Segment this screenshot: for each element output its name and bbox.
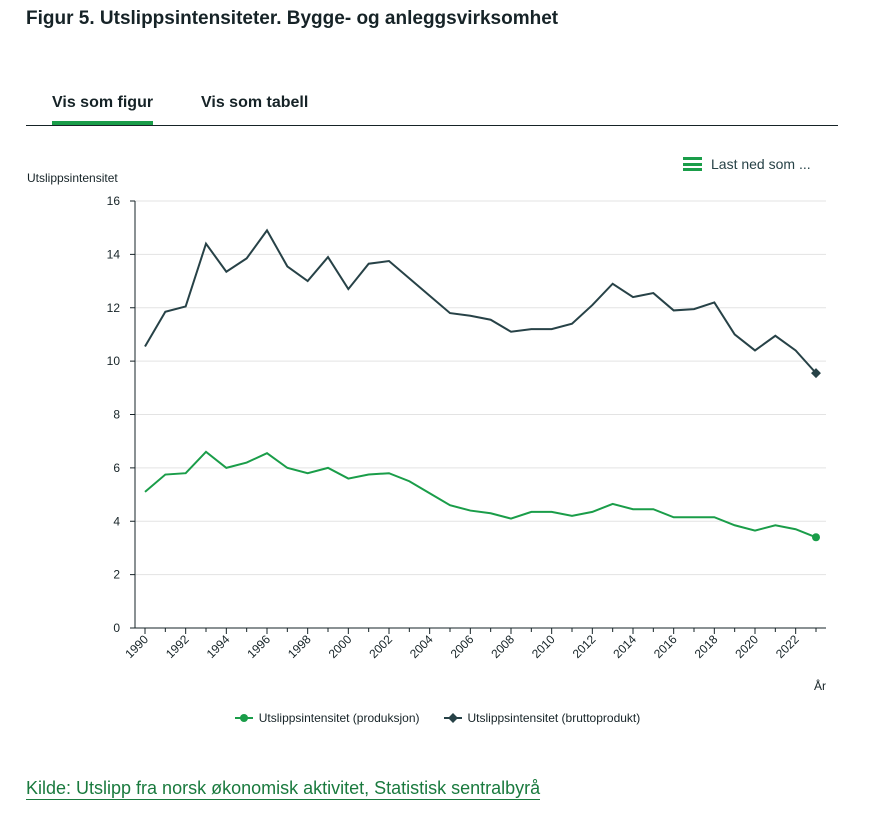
end-marker bbox=[811, 368, 821, 379]
x-tick-label: 2010 bbox=[529, 632, 558, 661]
download-button[interactable]: Last ned som ... bbox=[683, 156, 811, 172]
x-tick-label: 1990 bbox=[122, 632, 151, 661]
x-tick-label: 2022 bbox=[773, 632, 802, 661]
view-tabs: Vis som figur Vis som tabell bbox=[26, 92, 838, 126]
line-chart: 0 2 4 6 8 10 12 14 16 1990 1992 1994 1996 1998 2000 200… bbox=[107, 194, 826, 693]
y-tick-label: 4 bbox=[113, 514, 120, 528]
x-tick-label: 1992 bbox=[163, 632, 192, 661]
legend-label: Utslippsintensitet (produksjon) bbox=[258, 711, 420, 725]
x-tick-label: 1994 bbox=[204, 632, 233, 661]
source-link[interactable]: Kilde: Utslipp fra norsk økonomisk aktiv… bbox=[26, 778, 541, 800]
x-tick-label: 2004 bbox=[407, 632, 436, 661]
y-tick-label: 6 bbox=[113, 461, 120, 475]
x-tick-label: 1996 bbox=[244, 632, 273, 661]
y-tick-label: 14 bbox=[107, 247, 121, 261]
legend-label: Utslippsintensitet (bruttoprodukt) bbox=[467, 711, 641, 725]
series-line bbox=[144, 450, 817, 539]
y-tick-label: 12 bbox=[107, 301, 121, 315]
y-tick-label: 2 bbox=[113, 568, 120, 582]
x-tick-label: 2018 bbox=[692, 632, 721, 661]
active-tab-indicator bbox=[52, 121, 154, 125]
end-marker bbox=[812, 533, 820, 542]
x-tick-label: 2000 bbox=[326, 632, 355, 661]
y-tick-label: 16 bbox=[107, 194, 121, 208]
x-tick-label: 2014 bbox=[610, 632, 639, 661]
x-tick-label: 2008 bbox=[488, 632, 517, 661]
figure-title: Figur 5. Utslippsintensiteter. Bygge- og… bbox=[26, 8, 559, 29]
tab-table[interactable]: Vis som tabell bbox=[201, 94, 309, 111]
x-axis-label: År bbox=[814, 678, 826, 693]
legend-symbol-icon bbox=[443, 713, 462, 723]
y-tick-label: 8 bbox=[113, 408, 120, 422]
legend: Utslippsintensitet (produksjon) Utslippsi… bbox=[0, 711, 875, 725]
y-axis-label: Utslippsintensitet bbox=[27, 171, 118, 185]
y-tick-label: 0 bbox=[113, 621, 120, 635]
series-line bbox=[144, 228, 817, 374]
x-tick-label: 2016 bbox=[651, 632, 680, 661]
y-tick-label: 10 bbox=[107, 354, 121, 368]
legend-item[interactable]: Utslippsintensitet (produksjon) bbox=[234, 711, 420, 725]
x-tick-label: 2006 bbox=[448, 632, 477, 661]
legend-item[interactable]: Utslippsintensitet (bruttoprodukt) bbox=[443, 711, 641, 725]
x-tick-label: 1998 bbox=[285, 632, 314, 661]
x-tick-label: 2020 bbox=[732, 632, 761, 661]
tab-figure[interactable]: Vis som figur bbox=[52, 94, 154, 125]
legend-symbol-icon bbox=[234, 714, 253, 722]
x-tick-label: 2012 bbox=[570, 632, 599, 661]
x-tick-label: 2002 bbox=[366, 632, 395, 661]
menu-icon bbox=[683, 157, 702, 171]
